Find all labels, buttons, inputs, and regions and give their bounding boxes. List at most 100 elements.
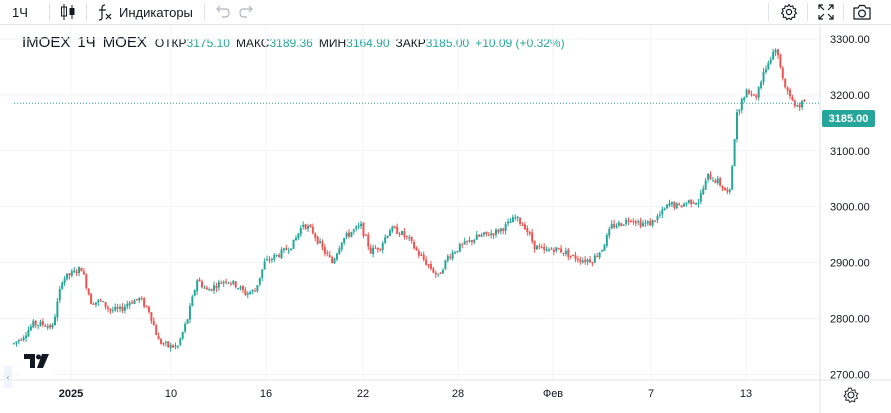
- candle-body: [475, 234, 478, 240]
- candle-body: [434, 272, 437, 275]
- fullscreen-icon[interactable]: [817, 0, 835, 24]
- price-tick-label: 2900.00: [830, 258, 870, 270]
- candle-body: [516, 216, 519, 219]
- candle-body: [292, 239, 295, 249]
- candle-body: [179, 338, 182, 345]
- candle-body: [625, 219, 628, 224]
- candle-body: [143, 298, 146, 307]
- candle-body: [347, 232, 350, 237]
- legend-symbol[interactable]: IMOEX: [22, 34, 71, 51]
- candle-body: [123, 306, 126, 311]
- candle-body: [174, 345, 177, 347]
- candle-body: [714, 180, 717, 183]
- candle-body: [579, 259, 582, 262]
- candle-body: [309, 224, 312, 228]
- redo-icon[interactable]: [239, 0, 255, 24]
- candle-body: [528, 231, 531, 234]
- candle-body: [147, 306, 150, 312]
- toolbar-divider: [204, 3, 205, 21]
- time-axis[interactable]: 2025 10 16 22 28 Фев 7 13: [59, 388, 752, 400]
- time-tick-label: 7: [648, 388, 654, 400]
- time-tick-label: Фев: [543, 388, 563, 400]
- toolbar-divider: [49, 3, 50, 21]
- time-tick-label: 16: [260, 388, 272, 400]
- camera-icon[interactable]: [852, 0, 872, 24]
- candle-body: [523, 224, 526, 230]
- candle-body: [32, 320, 35, 328]
- candle-body: [215, 285, 218, 289]
- candle-body: [487, 234, 490, 236]
- candle-body: [413, 241, 416, 249]
- candle-body: [707, 173, 710, 180]
- candle-body: [326, 252, 329, 254]
- candle-body: [22, 337, 25, 340]
- candle-body: [145, 305, 148, 307]
- candle-body: [456, 251, 459, 253]
- candle-body: [70, 271, 73, 276]
- candle-body: [704, 180, 707, 190]
- candle-body: [485, 231, 488, 234]
- candle-body: [629, 221, 632, 223]
- candle-body: [396, 226, 399, 234]
- candle-body: [160, 339, 163, 344]
- candle-body: [417, 251, 420, 256]
- candle-body: [757, 87, 760, 98]
- candle-body: [186, 319, 189, 324]
- candle-body: [750, 94, 753, 96]
- candle-body: [321, 241, 324, 248]
- settings-icon[interactable]: [780, 0, 798, 24]
- candle-body: [776, 49, 779, 56]
- candle-body: [789, 89, 792, 97]
- candle-body: [56, 301, 59, 318]
- axis-settings-icon[interactable]: [843, 387, 859, 403]
- candle-body: [162, 343, 165, 345]
- candle-body: [468, 240, 471, 242]
- candle-body: [20, 339, 23, 341]
- legend-low-value: 3164.90: [346, 36, 390, 50]
- undo-icon[interactable]: [214, 0, 230, 24]
- candle-body: [615, 226, 618, 228]
- price-tick-label: 3300.00: [830, 34, 870, 46]
- candles-icon[interactable]: [60, 0, 76, 24]
- candle-body: [355, 226, 358, 229]
- candle-body: [369, 247, 372, 254]
- scroll-left-button[interactable]: ‹: [4, 366, 12, 388]
- candle-body: [733, 139, 736, 167]
- candle-body: [560, 248, 563, 253]
- price-chart[interactable]: 3300.00 3200.00 3100.00 3000.00 2900.00 2800.…: [0, 25, 891, 413]
- candle-body: [205, 287, 208, 290]
- candle-body: [608, 228, 611, 236]
- candle-body: [658, 214, 661, 216]
- candle-body: [251, 289, 254, 292]
- indicators-button[interactable]: Индикаторы: [96, 0, 193, 24]
- candle-body: [372, 247, 375, 255]
- candle-body: [398, 234, 401, 236]
- candle-body: [709, 174, 712, 180]
- candle-body: [555, 247, 558, 251]
- candle-body: [350, 231, 353, 237]
- candle-body: [314, 233, 317, 238]
- price-axis[interactable]: 3300.00 3200.00 3100.00 3000.00 2900.00 2800.…: [830, 34, 870, 381]
- legend-open-value: 3175.10: [186, 36, 230, 50]
- candle-body: [275, 254, 278, 256]
- candle-body: [13, 343, 15, 345]
- candle-body: [767, 62, 770, 70]
- last-price-label: 3185.00: [822, 110, 875, 127]
- candle-body: [446, 256, 449, 261]
- candle-body: [302, 224, 305, 227]
- fx-icon: [96, 3, 112, 21]
- candle-body: [567, 249, 570, 257]
- candle-body: [803, 100, 806, 102]
- legend-change: +10.09 (+0.32%): [475, 36, 565, 50]
- toolbar-divider: [86, 3, 87, 21]
- candle-body: [463, 241, 466, 245]
- candle-body: [521, 225, 524, 227]
- candle-body: [114, 306, 117, 311]
- price-tick-label: 2800.00: [830, 314, 870, 326]
- interval-button[interactable]: 1Ч: [12, 0, 28, 24]
- tradingview-logo-icon[interactable]: [19, 346, 55, 376]
- candle-body: [762, 71, 765, 83]
- candle-body: [663, 208, 666, 211]
- candle-body: [51, 324, 54, 328]
- candle-body: [772, 51, 775, 60]
